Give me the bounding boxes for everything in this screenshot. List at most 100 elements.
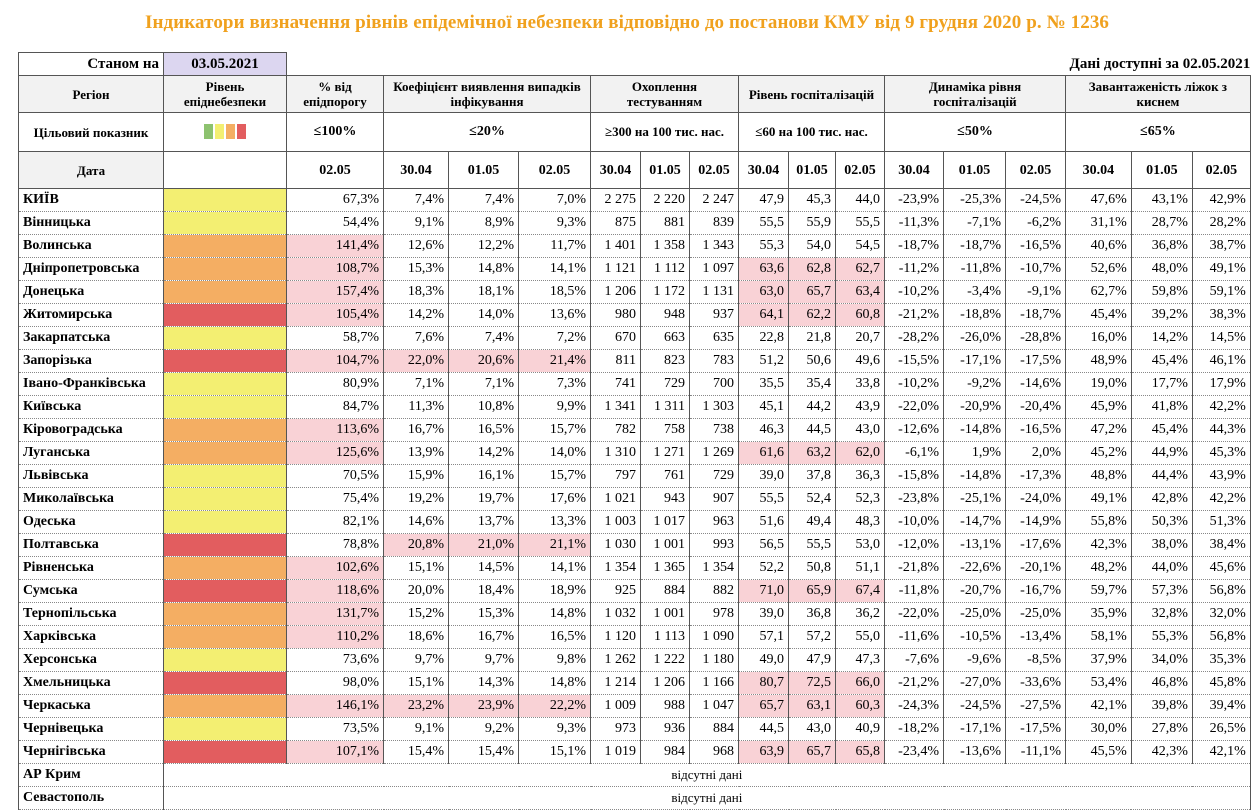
hospitalization-cell: 36,2 (835, 602, 885, 626)
region-name: Запорізька (18, 349, 164, 373)
level-indicator (163, 372, 287, 396)
region-name: Львівська (18, 464, 164, 488)
testing-cell: 758 (640, 418, 690, 442)
hospitalization-cell: 46,3 (738, 418, 789, 442)
detection-cell: 14,1% (518, 257, 591, 281)
oxygen-beds-cell: 59,1% (1191, 280, 1251, 304)
oxygen-beds-cell: 28,7% (1130, 211, 1193, 235)
hospitalization-cell: 49,6 (835, 349, 885, 373)
hospitalization-cell: 57,1 (738, 625, 789, 649)
date-col: 30.04 (1065, 151, 1132, 189)
oxygen-beds-cell: 36,8% (1130, 234, 1193, 258)
table-row: Кіровоградська 113,6% 16,7% 16,5% 15,7% 782 75… (18, 418, 1251, 442)
testing-cell: 1 303 (689, 395, 739, 419)
hosp-dynamics-cell: -18,2% (884, 717, 944, 741)
date-col: 01.05 (788, 151, 836, 189)
pct-threshold-cell: 54,4% (286, 211, 384, 235)
hosp-dynamics-cell: -7,1% (943, 211, 1006, 235)
oxygen-beds-cell: 59,7% (1065, 579, 1132, 603)
oxygen-beds-cell: 56,8% (1191, 625, 1251, 649)
detection-cell: 7,2% (518, 326, 591, 350)
testing-cell: 884 (689, 717, 739, 741)
hosp-dynamics-cell: -17,1% (943, 717, 1006, 741)
testing-cell: 1 166 (689, 671, 739, 695)
testing-cell: 1 112 (640, 257, 690, 281)
hospitalization-cell: 63,4 (835, 280, 885, 304)
hospitalization-cell: 55,5 (738, 211, 789, 235)
pct-threshold-cell: 67,3% (286, 188, 384, 212)
region-name: КИЇВ (18, 188, 164, 212)
date-col: 01.05 (1130, 151, 1193, 189)
detection-cell: 14,1% (518, 556, 591, 580)
testing-cell: 1 001 (640, 533, 690, 557)
testing-cell: 963 (689, 510, 739, 534)
table-row: Житомирська 105,4% 14,2% 14,0% 13,6% 980 948 93… (18, 303, 1251, 327)
oxygen-beds-cell: 42,3% (1065, 533, 1132, 557)
hospitalization-cell: 45,3 (788, 188, 836, 212)
target-testing: ≥300 на 100 тис. нас. (590, 112, 739, 152)
hosp-dynamics-cell: -17,6% (1005, 533, 1066, 557)
pct-threshold-cell: 98,0% (286, 671, 384, 695)
data-available: Дані доступні за 02.05.2021 (1066, 53, 1251, 76)
hospitalization-cell: 21,8 (788, 326, 836, 350)
hosp-dynamics-cell: -21,8% (884, 556, 944, 580)
pct-threshold-cell: 146,1% (286, 694, 384, 718)
testing-cell: 984 (640, 740, 690, 764)
hosp-dynamics-cell: -10,0% (884, 510, 944, 534)
hosp-dynamics-cell: -21,2% (884, 671, 944, 695)
detection-cell: 17,6% (518, 487, 591, 511)
hosp-dynamics-cell: -18,8% (943, 303, 1006, 327)
hospitalization-cell: 40,9 (835, 717, 885, 741)
oxygen-beds-cell: 38,7% (1191, 234, 1251, 258)
oxygen-beds-cell: 34,0% (1130, 648, 1193, 672)
level-indicator (163, 418, 287, 442)
date-col: 01.05 (640, 151, 690, 189)
hosp-dynamics-cell: -14,7% (943, 510, 1006, 534)
date-col: 02.05 (518, 151, 591, 189)
testing-cell: 937 (689, 303, 739, 327)
oxygen-beds-cell: 45,8% (1191, 671, 1251, 695)
testing-cell: 936 (640, 717, 690, 741)
pct-threshold-cell: 58,7% (286, 326, 384, 350)
hosp-dynamics-cell: -25,3% (943, 188, 1006, 212)
detection-cell: 14,2% (448, 441, 519, 465)
oxygen-beds-cell: 26,5% (1191, 717, 1251, 741)
hospitalization-cell: 44,0 (835, 188, 885, 212)
hospitalization-cell: 44,5 (738, 717, 789, 741)
pct-threshold-cell: 70,5% (286, 464, 384, 488)
testing-cell: 2 247 (689, 188, 739, 212)
pct-threshold-cell: 141,4% (286, 234, 384, 258)
testing-cell: 1 121 (590, 257, 641, 281)
detection-cell: 9,8% (518, 648, 591, 672)
hosp-dynamics-cell: -9,6% (943, 648, 1006, 672)
level-legend (163, 112, 287, 152)
detection-cell: 15,2% (383, 602, 449, 626)
testing-cell: 1 172 (640, 280, 690, 304)
region-name: Сумська (18, 579, 164, 603)
hospitalization-cell: 80,7 (738, 671, 789, 695)
hospitalization-cell: 65,7 (788, 740, 836, 764)
target-detection: ≤20% (383, 112, 591, 152)
testing-cell: 925 (590, 579, 641, 603)
oxygen-beds-cell: 59,8% (1130, 280, 1193, 304)
region-name: Рівненська (18, 556, 164, 580)
hospitalization-cell: 55,9 (788, 211, 836, 235)
hosp-dynamics-cell: -24,0% (1005, 487, 1066, 511)
level-indicator (163, 234, 287, 258)
hospitalization-cell: 43,9 (835, 395, 885, 419)
level-indicator (163, 671, 287, 695)
hospitalization-cell: 62,0 (835, 441, 885, 465)
hosp-dynamics-cell: -15,8% (884, 464, 944, 488)
oxygen-beds-cell: 31,1% (1065, 211, 1132, 235)
oxygen-beds-cell: 47,6% (1065, 188, 1132, 212)
table-row: Луганська 125,6% 13,9% 14,2% 14,0% 1 310 1 271… (18, 441, 1251, 465)
detection-cell: 19,7% (448, 487, 519, 511)
pct-threshold-cell: 104,7% (286, 349, 384, 373)
oxygen-beds-cell: 17,7% (1130, 372, 1193, 396)
detection-cell: 15,9% (383, 464, 449, 488)
testing-cell: 1 047 (689, 694, 739, 718)
detection-cell: 18,3% (383, 280, 449, 304)
table-row: Миколаївська 75,4% 19,2% 19,7% 17,6% 1 021 943… (18, 487, 1251, 511)
level-indicator (163, 533, 287, 557)
hosp-dynamics-cell: -10,5% (943, 625, 1006, 649)
